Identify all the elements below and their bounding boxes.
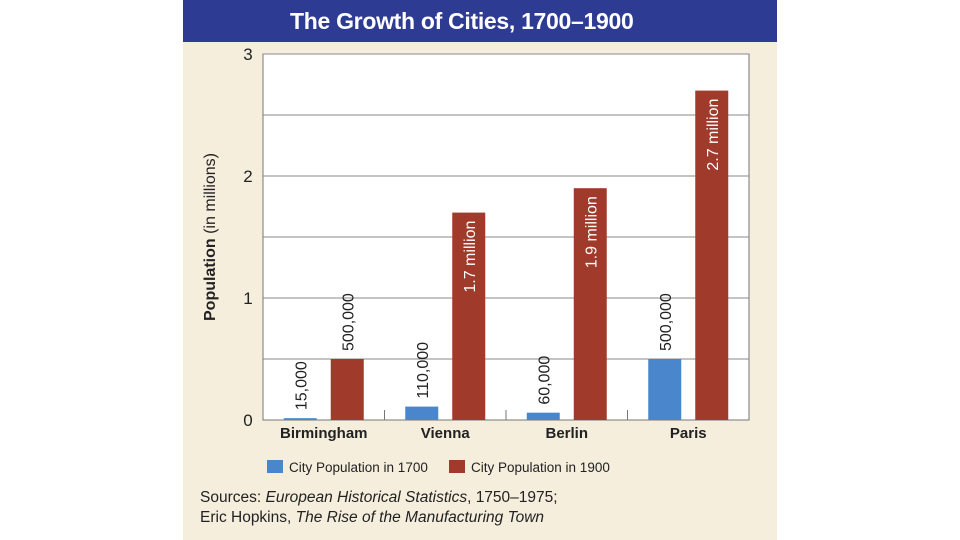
- data-label: 2.7 million: [705, 99, 722, 171]
- legend-label: City Population in 1700: [289, 460, 428, 475]
- y-tick-label: 2: [243, 167, 252, 186]
- data-label: 1.9 million: [583, 196, 600, 268]
- bar-1900-vienna: [452, 212, 486, 420]
- y-tick-label: 1: [243, 289, 252, 308]
- bar-1900-paris: [695, 90, 729, 420]
- bar-1900-birmingham: [330, 359, 364, 420]
- data-label: 110,000: [415, 342, 432, 399]
- sources-prefix: Sources:: [200, 489, 266, 506]
- data-label: 500,000: [340, 293, 357, 351]
- x-tick-label: Berlin: [545, 425, 588, 442]
- bar-1700-paris: [648, 359, 682, 420]
- bar-1700-vienna: [405, 406, 439, 420]
- data-label: 1.7 million: [462, 221, 479, 293]
- data-label: 15,000: [293, 361, 310, 410]
- legend-swatch: [449, 460, 465, 473]
- bar-chart: 0 1 2 3 Population (in millions) 15,000 500,00…: [202, 45, 750, 475]
- legend-swatch: [267, 460, 283, 473]
- sources-author-2: Eric Hopkins,: [200, 509, 296, 526]
- data-label: 500,000: [658, 293, 675, 351]
- sources-title-2: The Rise of the Manufacturing Town: [295, 509, 545, 526]
- y-tick-label: 3: [243, 45, 252, 64]
- x-tick-label: Birmingham: [280, 425, 368, 442]
- sources-title-1: European Historical Statistics: [265, 489, 468, 506]
- bar-1700-birmingham: [283, 418, 317, 420]
- y-axis-label: Population (in millions): [202, 153, 219, 321]
- x-tick-label: Vienna: [421, 425, 471, 442]
- sources-note: Sources: European Historical Statistics,…: [200, 488, 558, 528]
- chart-panel: The Growth of Cities, 1700–1900 0 1 2 3 Popu…: [183, 0, 777, 540]
- x-tick-label: Paris: [670, 425, 707, 442]
- data-label: 60,000: [536, 356, 553, 405]
- chart-title: The Growth of Cities, 1700–1900: [183, 0, 777, 42]
- legend-label: City Population in 1900: [471, 460, 610, 475]
- bar-1900-berlin: [573, 188, 607, 420]
- y-tick-label: 0: [243, 411, 252, 430]
- sources-rest-1: , 1750–1975;: [467, 489, 558, 506]
- bar-1700-berlin: [526, 412, 560, 420]
